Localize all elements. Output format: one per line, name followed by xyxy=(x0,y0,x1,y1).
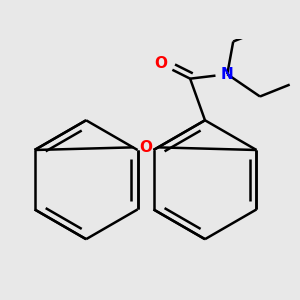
Text: N: N xyxy=(221,67,234,82)
Text: O: O xyxy=(139,140,152,154)
Text: O: O xyxy=(154,56,167,71)
